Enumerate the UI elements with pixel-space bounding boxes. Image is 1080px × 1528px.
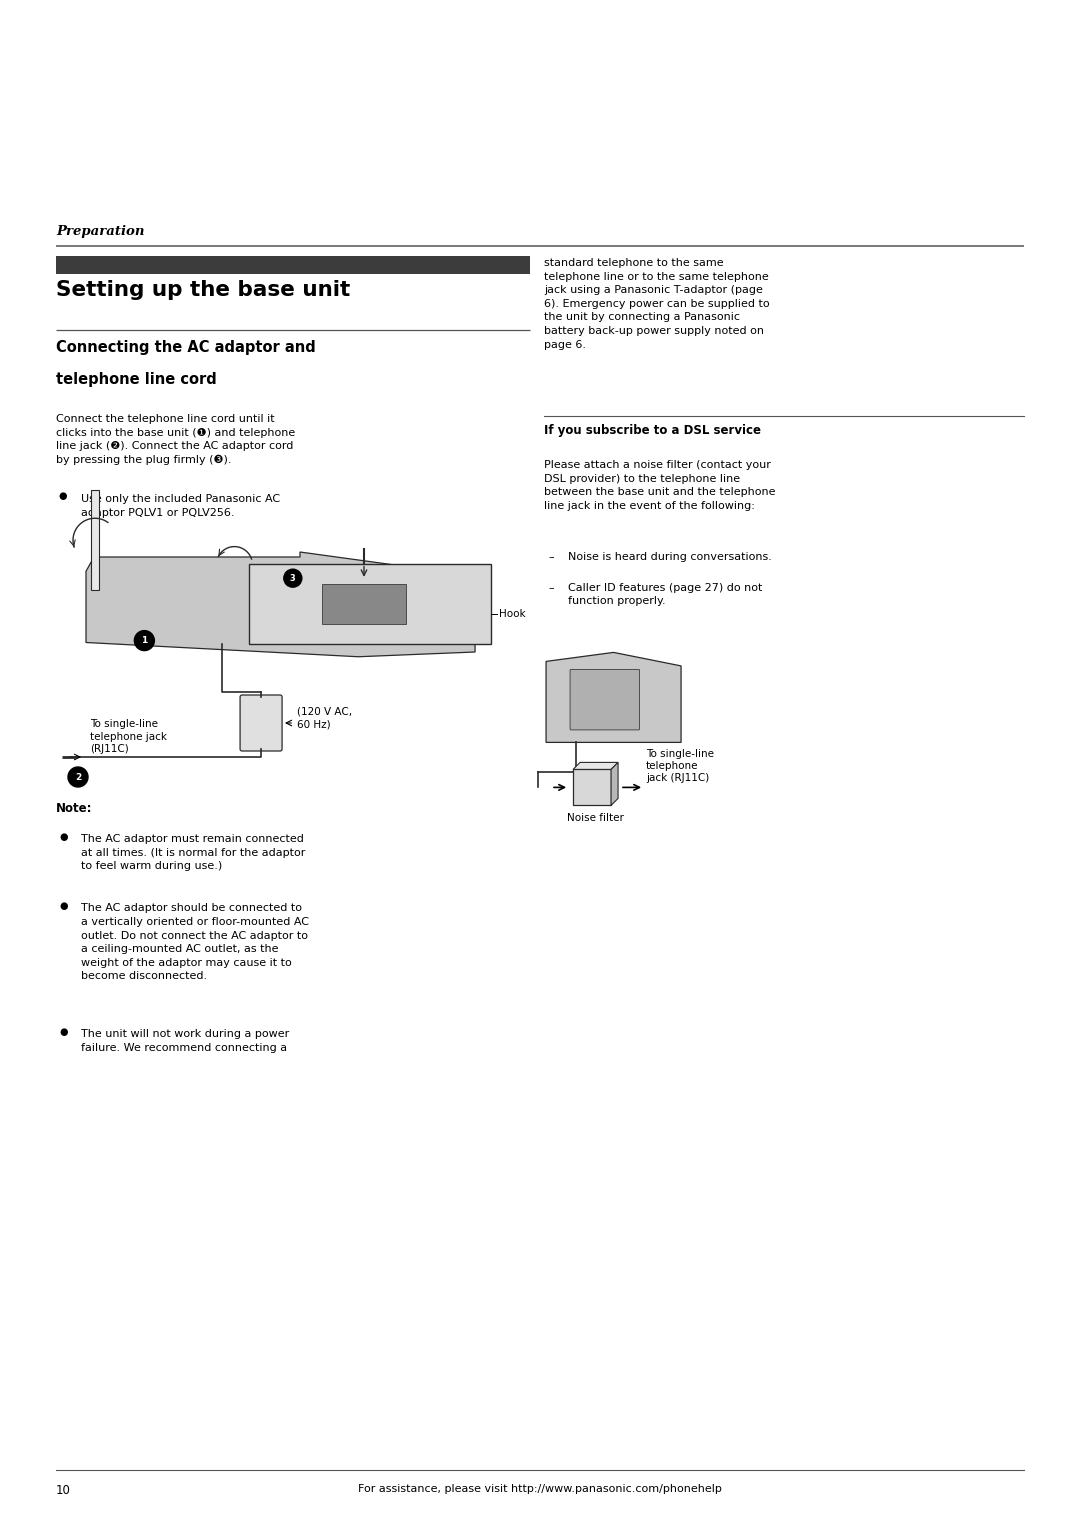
- Text: (120 V AC,
60 Hz): (120 V AC, 60 Hz): [297, 707, 352, 729]
- Text: Connect the telephone line cord until it
clicks into the base unit (❶) and telep: Connect the telephone line cord until it…: [56, 414, 295, 465]
- Text: Noise filter: Noise filter: [567, 813, 624, 824]
- Text: Preparation: Preparation: [56, 225, 145, 238]
- Text: For assistance, please visit http://www.panasonic.com/phonehelp: For assistance, please visit http://www.…: [359, 1484, 721, 1494]
- Polygon shape: [86, 552, 475, 657]
- Circle shape: [284, 570, 301, 587]
- Text: The unit will not work during a power
failure. We recommend connecting a: The unit will not work during a power fa…: [81, 1030, 289, 1053]
- Text: Caller ID features (page 27) do not
function properly.: Caller ID features (page 27) do not func…: [568, 582, 762, 607]
- Bar: [56, 257, 530, 274]
- Text: ●: ●: [59, 902, 67, 911]
- Text: Connecting the AC adaptor and: Connecting the AC adaptor and: [56, 341, 315, 354]
- Text: Noise is heard during conversations.: Noise is heard during conversations.: [568, 552, 772, 562]
- Text: If you subscribe to a DSL service: If you subscribe to a DSL service: [544, 423, 761, 437]
- Bar: [91, 490, 99, 590]
- Text: Hook: Hook: [499, 608, 525, 619]
- Text: –: –: [548, 582, 554, 593]
- FancyBboxPatch shape: [240, 695, 282, 750]
- Text: The AC adaptor must remain connected
at all times. (It is normal for the adaptor: The AC adaptor must remain connected at …: [81, 834, 306, 871]
- Text: ●: ●: [59, 833, 67, 842]
- Circle shape: [68, 767, 87, 787]
- Text: To single-line
telephone
jack (RJ11C): To single-line telephone jack (RJ11C): [646, 749, 714, 784]
- FancyBboxPatch shape: [570, 669, 639, 730]
- Text: Use only the included Panasonic AC
adaptor PQLV1 or PQLV256.: Use only the included Panasonic AC adapt…: [81, 494, 280, 518]
- Polygon shape: [546, 652, 681, 743]
- Polygon shape: [573, 762, 618, 770]
- Text: 1: 1: [141, 636, 148, 645]
- Polygon shape: [611, 762, 618, 805]
- Bar: [573, 770, 611, 805]
- Text: ●: ●: [58, 490, 67, 501]
- Text: standard telephone to the same
telephone line or to the same telephone
jack usin: standard telephone to the same telephone…: [544, 258, 770, 350]
- Text: The AC adaptor should be connected to
a vertically oriented or floor-mounted AC
: The AC adaptor should be connected to a …: [81, 903, 309, 981]
- FancyBboxPatch shape: [249, 564, 490, 645]
- Bar: [322, 584, 406, 625]
- Text: 3: 3: [289, 573, 296, 582]
- Circle shape: [134, 631, 154, 651]
- Text: ●: ●: [59, 1027, 67, 1038]
- Text: 2: 2: [75, 773, 81, 781]
- Text: –: –: [548, 552, 554, 562]
- Text: To single-line
telephone jack
(RJ11C): To single-line telephone jack (RJ11C): [90, 720, 167, 753]
- Text: Setting up the base unit: Setting up the base unit: [56, 280, 350, 299]
- Text: Please attach a noise filter (contact your
DSL provider) to the telephone line
b: Please attach a noise filter (contact yo…: [544, 460, 775, 510]
- Text: telephone line cord: telephone line cord: [56, 371, 217, 387]
- Text: Note:: Note:: [56, 802, 93, 814]
- Text: 10: 10: [56, 1484, 71, 1497]
